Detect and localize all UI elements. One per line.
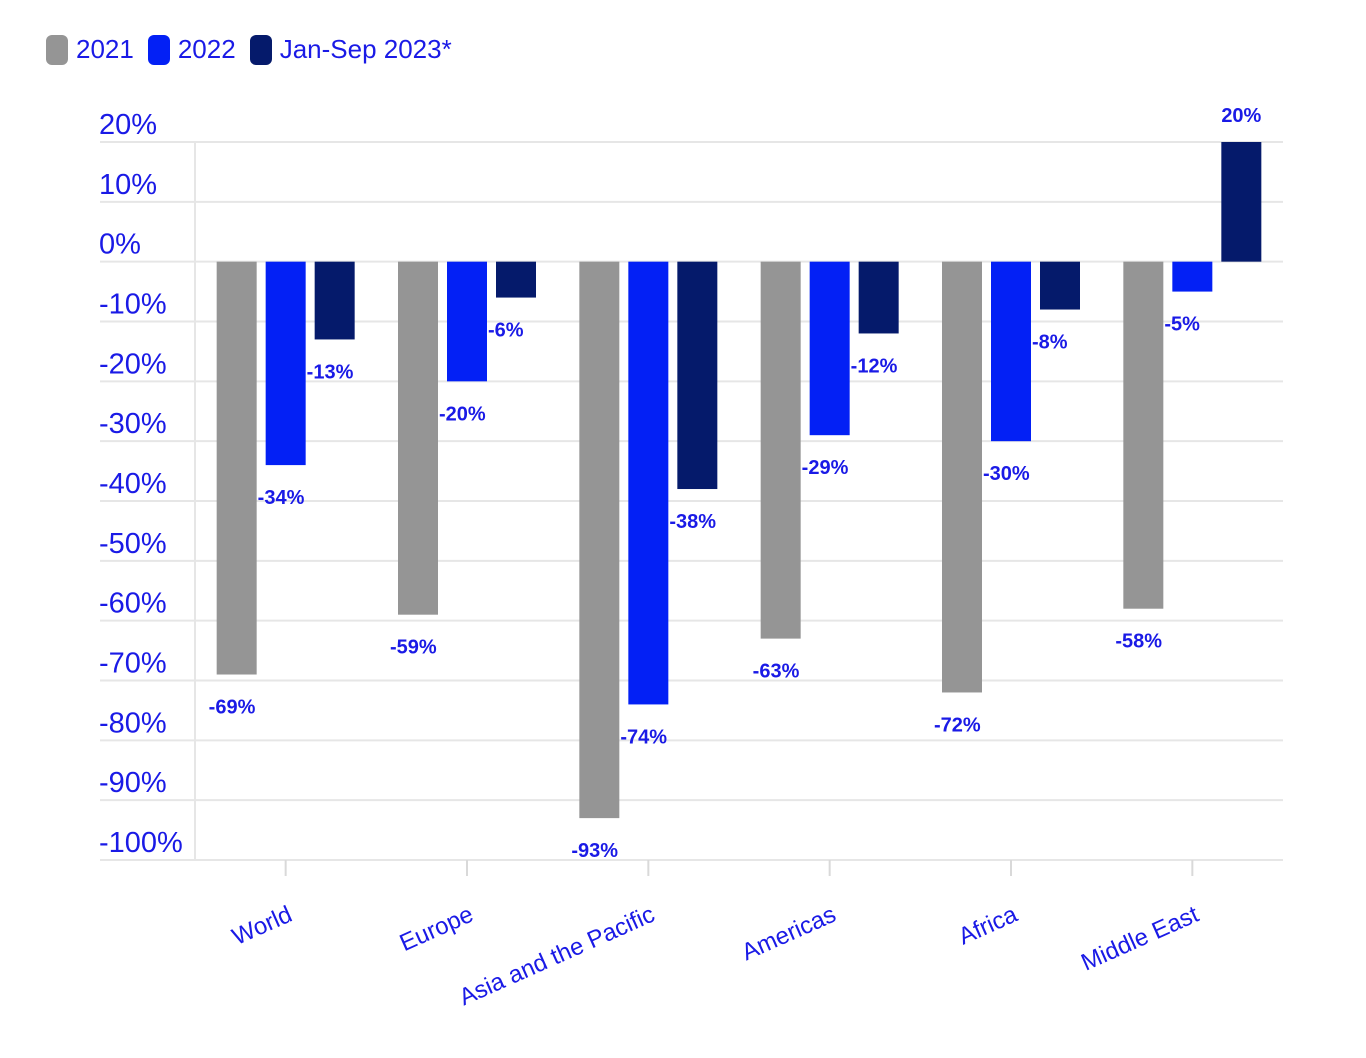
legend-swatch-2022 [147, 34, 170, 65]
legend-item-2022: 2022 [147, 34, 236, 65]
data-label: -93% [571, 840, 618, 862]
bar [398, 261, 438, 615]
y-tick-label: -90% [99, 767, 167, 799]
x-tick-label: Americas [738, 901, 840, 966]
bar [447, 261, 487, 382]
y-tick-label: -50% [99, 528, 167, 560]
data-label: -38% [669, 511, 716, 533]
y-tick-label: 10% [99, 169, 157, 201]
data-label: 20% [1221, 105, 1261, 127]
x-tick-label: Africa [954, 901, 1022, 951]
data-label: -29% [802, 457, 849, 479]
data-label: -20% [439, 403, 486, 425]
data-label: -72% [934, 714, 981, 736]
y-tick-label: -60% [99, 588, 167, 620]
legend-swatch-2021 [46, 34, 68, 65]
x-tick-label: Europe [396, 901, 478, 957]
legend-label-2023: Jan-Sep 2023* [279, 34, 452, 64]
bar [216, 261, 257, 675]
x-tick-label: Asia and the Pacific [455, 901, 659, 1011]
y-tick-label: 0% [99, 229, 141, 261]
data-label: -63% [753, 661, 800, 683]
legend-label-2022: 2022 [177, 34, 236, 64]
data-label: -34% [258, 487, 305, 509]
y-tick-label: -40% [99, 468, 167, 500]
data-label: -5% [1164, 314, 1200, 336]
bar [1221, 142, 1262, 262]
bar [677, 261, 718, 490]
bar [858, 261, 899, 334]
x-tick-label: World [228, 901, 296, 951]
bar [628, 261, 669, 705]
bar [991, 261, 1031, 442]
y-tick-label: -20% [99, 348, 167, 380]
legend-swatch-2023 [249, 34, 272, 65]
data-label: -8% [1032, 332, 1068, 354]
bar [496, 261, 536, 298]
data-label: -30% [983, 463, 1030, 485]
legend-item-2021: 2021 [46, 34, 134, 65]
bar [942, 261, 982, 693]
chart-legend: 2021 2022 Jan-Sep 2023* [46, 34, 466, 65]
bar [579, 261, 620, 819]
y-tick-label: -70% [99, 648, 167, 680]
data-label: -6% [488, 320, 524, 342]
bar [1040, 261, 1080, 310]
x-tick-label: Middle East [1077, 901, 1203, 977]
legend-item-2023: Jan-Sep 2023* [249, 34, 452, 65]
data-label: -69% [209, 697, 256, 719]
bar [314, 261, 355, 340]
y-tick-label: -30% [99, 408, 167, 440]
data-label: -13% [307, 361, 354, 383]
bar [809, 261, 850, 436]
bar [1172, 261, 1213, 292]
y-tick-label: -80% [99, 707, 167, 739]
data-label: -74% [620, 726, 667, 748]
y-tick-label: -100% [99, 827, 183, 859]
legend-label-2021: 2021 [76, 34, 134, 64]
y-tick-label: -10% [99, 289, 167, 321]
bar [265, 261, 306, 466]
data-label: -12% [851, 355, 898, 377]
bar [1123, 261, 1164, 609]
data-label: -58% [1115, 631, 1162, 653]
bar [760, 261, 801, 639]
y-tick-label: 20% [99, 109, 157, 141]
data-label: -59% [390, 637, 437, 659]
